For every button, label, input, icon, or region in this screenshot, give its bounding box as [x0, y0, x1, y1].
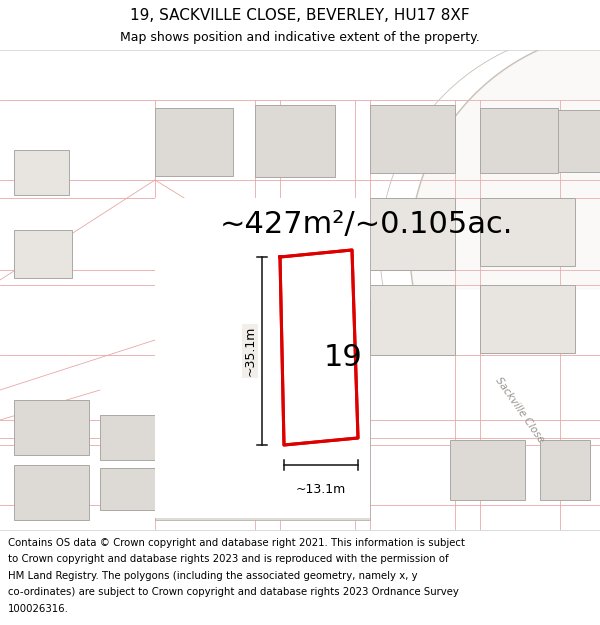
Bar: [14, 400, 89, 455]
Bar: [155, 108, 233, 176]
Text: ~427m²/~0.105ac.: ~427m²/~0.105ac.: [220, 211, 514, 239]
Text: Contains OS data © Crown copyright and database right 2021. This information is : Contains OS data © Crown copyright and d…: [8, 538, 465, 548]
Bar: [370, 105, 455, 173]
Bar: [100, 468, 160, 510]
Bar: [155, 198, 370, 518]
Bar: [558, 110, 600, 172]
Bar: [14, 465, 89, 520]
Text: 19, SACKVILLE CLOSE, BEVERLEY, HU17 8XF: 19, SACKVILLE CLOSE, BEVERLEY, HU17 8XF: [130, 8, 470, 22]
Bar: [100, 415, 160, 460]
Text: to Crown copyright and database rights 2023 and is reproduced with the permissio: to Crown copyright and database rights 2…: [8, 554, 448, 564]
Text: ~13.1m: ~13.1m: [296, 483, 346, 496]
Text: HM Land Registry. The polygons (including the associated geometry, namely x, y: HM Land Registry. The polygons (includin…: [8, 571, 418, 581]
Bar: [370, 285, 455, 355]
Bar: [480, 285, 575, 353]
Text: 100026316.: 100026316.: [8, 604, 68, 614]
Bar: [480, 198, 575, 266]
Bar: [14, 150, 69, 195]
Polygon shape: [280, 250, 358, 445]
Text: Map shows position and indicative extent of the property.: Map shows position and indicative extent…: [120, 31, 480, 44]
Bar: [155, 355, 370, 520]
Bar: [370, 198, 455, 270]
Text: co-ordinates) are subject to Crown copyright and database rights 2023 Ordnance S: co-ordinates) are subject to Crown copyr…: [8, 588, 458, 598]
Bar: [255, 105, 335, 177]
Polygon shape: [280, 250, 358, 445]
Bar: [155, 198, 370, 298]
Text: Sackville Close: Sackville Close: [494, 376, 546, 444]
Bar: [14, 230, 72, 278]
Text: ~35.1m: ~35.1m: [244, 326, 257, 376]
Bar: [540, 440, 590, 500]
Bar: [480, 108, 558, 173]
Text: 19: 19: [324, 343, 363, 372]
Bar: [450, 440, 525, 500]
